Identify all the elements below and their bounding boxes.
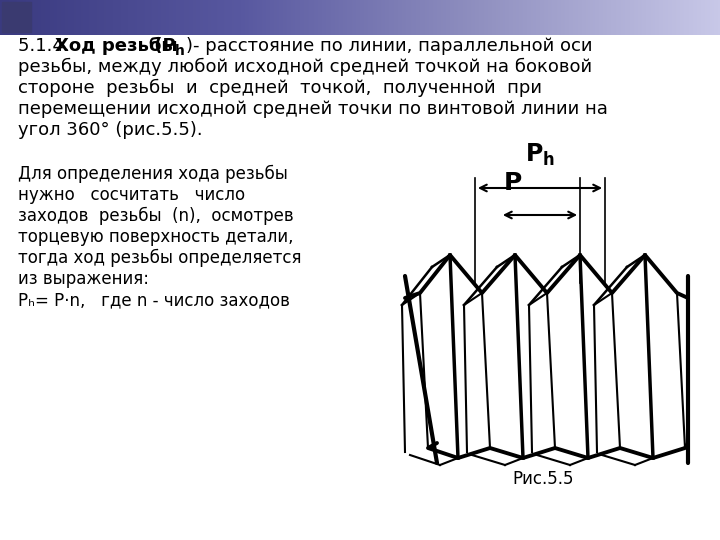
Text: стороне  резьбы  и  средней  точкой,  полученной  при: стороне резьбы и средней точкой, получен… — [18, 79, 542, 97]
Bar — [1, 3, 32, 32]
Text: торцевую поверхность детали,: торцевую поверхность детали, — [18, 228, 294, 246]
Text: Рₕ= Р·n,   где n - число заходов: Рₕ= Р·n, где n - число заходов — [18, 291, 290, 309]
Text: Рис.5.5: Рис.5.5 — [512, 470, 574, 488]
Text: $\mathregular{P_h}$: $\mathregular{P_h}$ — [525, 142, 555, 168]
Text: нужно   сосчитать   число: нужно сосчитать число — [18, 186, 245, 204]
Text: резьбы, между любой исходной средней точкой на боковой: резьбы, между любой исходной средней точ… — [18, 58, 592, 76]
Text: $\mathregular{P}$: $\mathregular{P}$ — [503, 171, 522, 195]
Text: тогда ход резьбы определяется: тогда ход резьбы определяется — [18, 249, 302, 267]
Text: угол 360° (рис.5.5).: угол 360° (рис.5.5). — [18, 121, 202, 139]
Text: (Р: (Р — [148, 37, 176, 55]
Text: h: h — [175, 44, 185, 58]
Text: 5.1.4.: 5.1.4. — [18, 37, 76, 55]
Text: перемещении исходной средней точки по винтовой линии на: перемещении исходной средней точки по ви… — [18, 100, 608, 118]
Text: из выражения:: из выражения: — [18, 270, 149, 288]
Text: )- расстояние по линии, параллельной оси: )- расстояние по линии, параллельной оси — [186, 37, 593, 55]
Text: заходов  резьбы  (n),  осмотрев: заходов резьбы (n), осмотрев — [18, 207, 294, 225]
Text: Ход резьбы: Ход резьбы — [55, 37, 178, 55]
Text: Для определения хода резьбы: Для определения хода резьбы — [18, 165, 288, 183]
